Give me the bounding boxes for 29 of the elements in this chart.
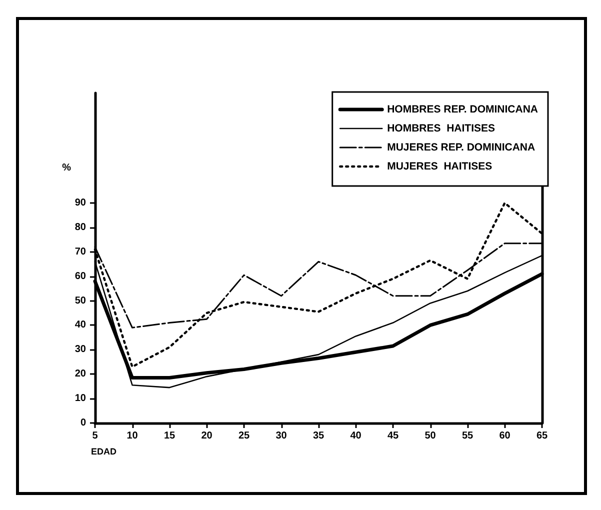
legend-label: MUJERES HAITISES [387,160,492,172]
x-tick-label: 5 [92,430,98,442]
x-tick-label: 20 [201,430,213,442]
x-tick-label: 40 [350,430,362,442]
y-tick-label: 30 [74,344,86,356]
x-tick-label: 25 [238,430,250,442]
x-tick-label: 45 [387,430,399,442]
legend-label: HOMBRES HAITISES [387,122,496,134]
y-axis-title: % [62,162,72,174]
y-tick-label: 60 [74,270,86,282]
y-tick-label: 20 [74,368,86,380]
y-tick-label: 90 [74,198,86,208]
x-tick-label: 60 [499,430,511,442]
y-tick-label: 10 [74,393,86,404]
legend-label: MUJERES REP. DOMINICANA [387,142,536,154]
y-tick-label: 50 [74,295,86,306]
x-tick-label: 55 [462,430,474,442]
x-tick-label: 30 [276,430,288,442]
y-tick-label: 0 [80,418,86,428]
y-tick-label: 70 [74,246,86,258]
y-tick-label: 40 [74,320,86,331]
x-tick-label: 15 [164,430,176,442]
x-tick-label: 10 [126,430,138,442]
y-tick-label: 80 [74,222,86,233]
x-tick-label: 50 [424,430,436,442]
x-tick-label: 65 [536,430,548,442]
x-axis-title: EDAD [91,446,117,456]
x-tick-label: 35 [312,430,324,442]
legend-label: HOMBRES REP. DOMINICANA [387,104,538,116]
